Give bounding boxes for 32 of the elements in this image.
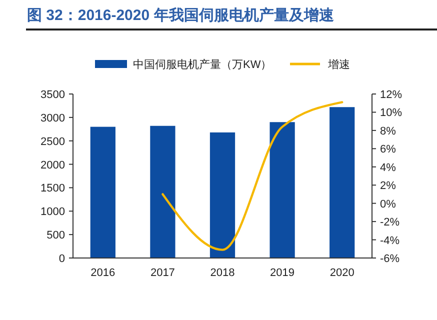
x-tick-label: 2016 [90, 267, 116, 279]
legend-label: 中国伺服电机产量（万KW） [133, 58, 272, 71]
y2-tick-label: -2% [380, 216, 400, 229]
y2-tick-label: 6% [380, 144, 396, 156]
y-tick-label: 2500 [40, 136, 65, 148]
y2-tick-label: 10% [380, 107, 402, 120]
bar [210, 132, 236, 258]
y2-tick-label: 0% [380, 198, 396, 210]
y2-tick-label: -6% [380, 253, 400, 265]
y-tick-label: 500 [46, 230, 65, 242]
bar [270, 122, 295, 258]
y2-tick-label: 2% [380, 180, 396, 192]
y-tick-label: 1500 [40, 182, 65, 195]
y-tick-label: 3000 [40, 112, 65, 124]
y2-tick-label: 12% [380, 89, 402, 101]
x-tick-label: 2019 [270, 267, 295, 279]
x-tick-label: 2018 [210, 267, 235, 279]
y-tick-label: 3500 [40, 89, 65, 101]
y-tick-label: 0 [58, 253, 65, 265]
y2-tick-label: -4% [380, 234, 400, 247]
y-tick-label: 1000 [40, 206, 65, 218]
y-tick-label: 2000 [40, 159, 65, 172]
y2-tick-label: 8% [380, 125, 396, 138]
bar [90, 126, 116, 258]
y2-tick-label: 4% [380, 162, 396, 174]
legend-label: 增速 [327, 58, 350, 71]
chart-title: 图 32：2016-2020 年我国伺服电机产量及增速 [27, 7, 335, 24]
bar [330, 107, 355, 258]
x-tick-label: 2020 [330, 267, 354, 279]
x-tick-label: 2017 [150, 267, 175, 279]
bar [150, 126, 176, 258]
line-series [162, 101, 344, 251]
